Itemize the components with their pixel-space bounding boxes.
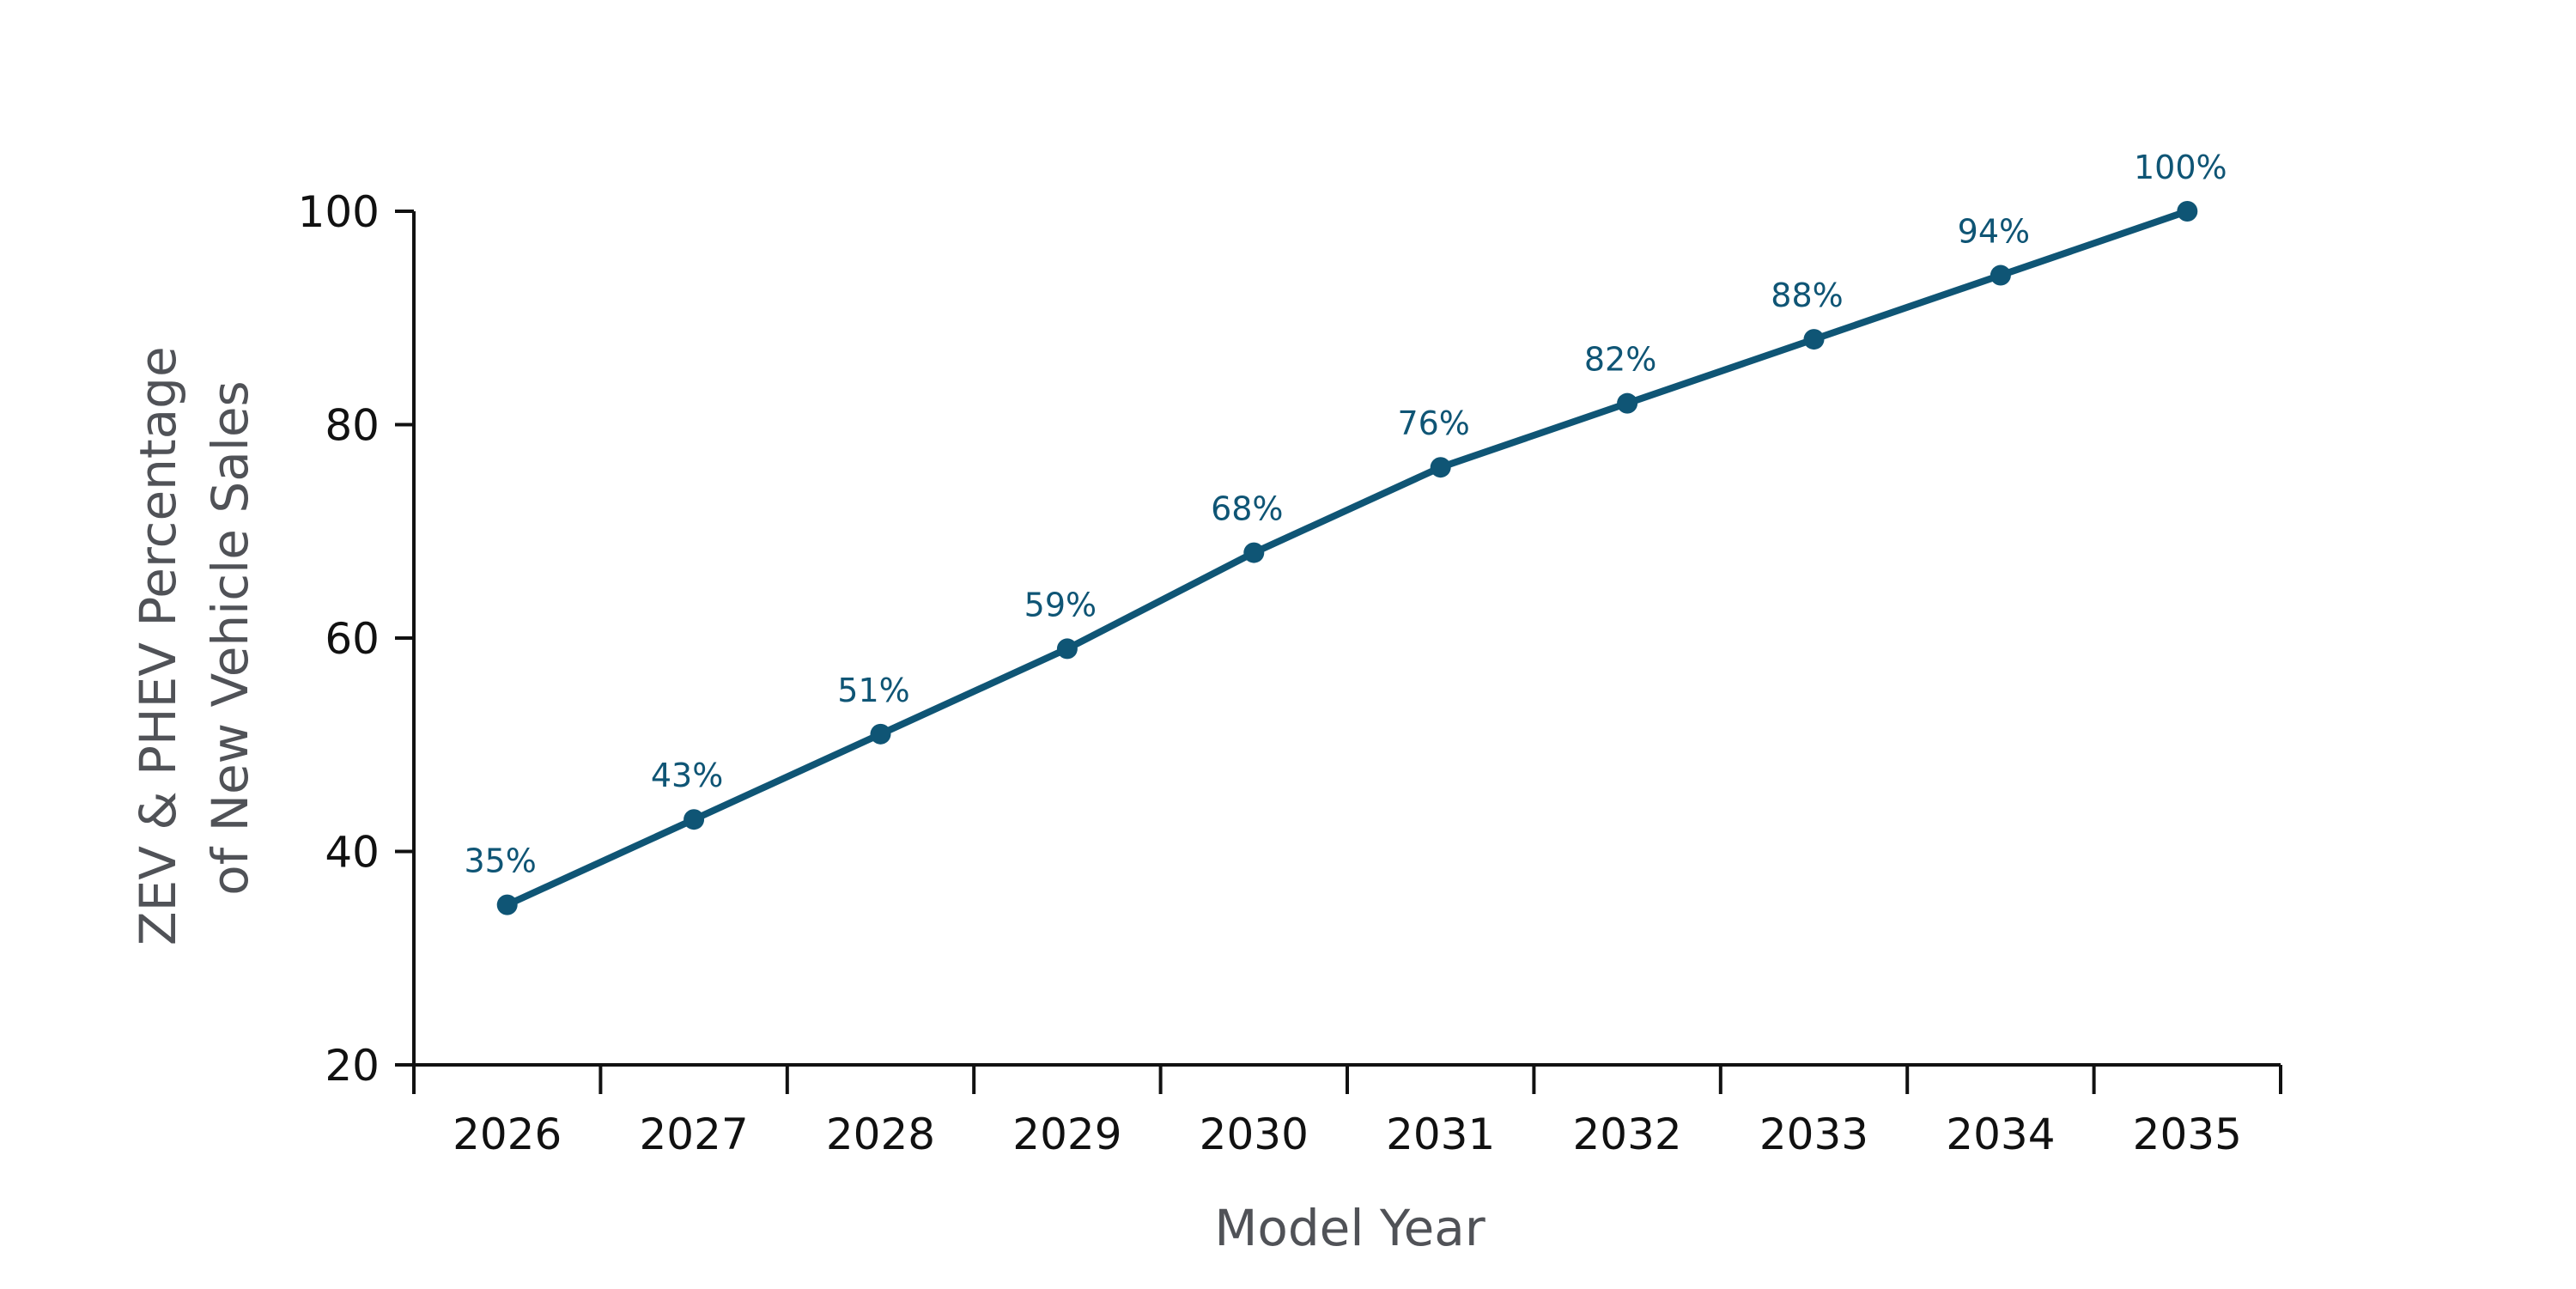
x-tick-label: 2028 bbox=[826, 1110, 935, 1159]
x-tick-label: 2031 bbox=[1386, 1110, 1495, 1159]
data-label: 94% bbox=[1958, 213, 2030, 251]
x-tick-label: 2030 bbox=[1200, 1110, 1309, 1159]
data-point bbox=[2177, 201, 2198, 222]
data-label: 82% bbox=[1584, 341, 1656, 379]
y-axis-title: ZEV & PHEV Percentage of New Vehicle Sal… bbox=[129, 331, 259, 945]
x-tick-label: 2033 bbox=[1759, 1110, 1868, 1159]
data-labels: 35% 43% 51% 59% 68% 76% 82% 88% 94% 100% bbox=[464, 149, 2227, 880]
x-tick-label: 2032 bbox=[1572, 1110, 1681, 1159]
data-label: 59% bbox=[1024, 586, 1097, 623]
x-axis: 2026 2027 2028 2029 2030 2031 2032 2033 2034 2035 bbox=[412, 1063, 2282, 1159]
x-tick-label: 2026 bbox=[453, 1110, 562, 1159]
data-point bbox=[1056, 638, 1078, 660]
data-label: 68% bbox=[1211, 490, 1283, 528]
data-label: 43% bbox=[651, 757, 723, 794]
y-axis-title-line-1: ZEV & PHEV Percentage bbox=[129, 346, 187, 945]
data-point bbox=[870, 723, 891, 745]
data-point bbox=[1430, 457, 1451, 478]
y-tick-label: 80 bbox=[325, 401, 380, 451]
y-tick-label: 40 bbox=[325, 828, 380, 878]
x-tick-label: 2035 bbox=[2133, 1110, 2242, 1159]
data-point bbox=[683, 809, 705, 830]
data-point bbox=[1617, 392, 1638, 414]
series bbox=[496, 201, 2198, 915]
y-axis: 20 40 60 80 100 bbox=[298, 187, 416, 1091]
data-label: 88% bbox=[1771, 277, 1843, 314]
data-point bbox=[496, 894, 518, 915]
data-label: 51% bbox=[837, 672, 909, 709]
y-axis-title-line-2: of New Vehicle Sales bbox=[201, 380, 259, 896]
x-tick-label: 2029 bbox=[1012, 1110, 1121, 1159]
data-point bbox=[1990, 264, 2011, 286]
x-tick-label: 2034 bbox=[1946, 1110, 2055, 1159]
y-tick-label: 20 bbox=[325, 1041, 380, 1091]
data-label: 76% bbox=[1397, 404, 1469, 442]
data-label: 35% bbox=[464, 842, 536, 880]
x-tick-label: 2027 bbox=[639, 1110, 748, 1159]
y-tick-label: 60 bbox=[325, 614, 380, 664]
data-label: 100% bbox=[2134, 149, 2227, 186]
y-tick-label: 100 bbox=[298, 187, 380, 237]
x-axis-title: Model Year bbox=[1214, 1199, 1485, 1257]
series-line bbox=[503, 208, 2191, 909]
data-point bbox=[1803, 329, 1825, 350]
data-point bbox=[1243, 542, 1265, 563]
